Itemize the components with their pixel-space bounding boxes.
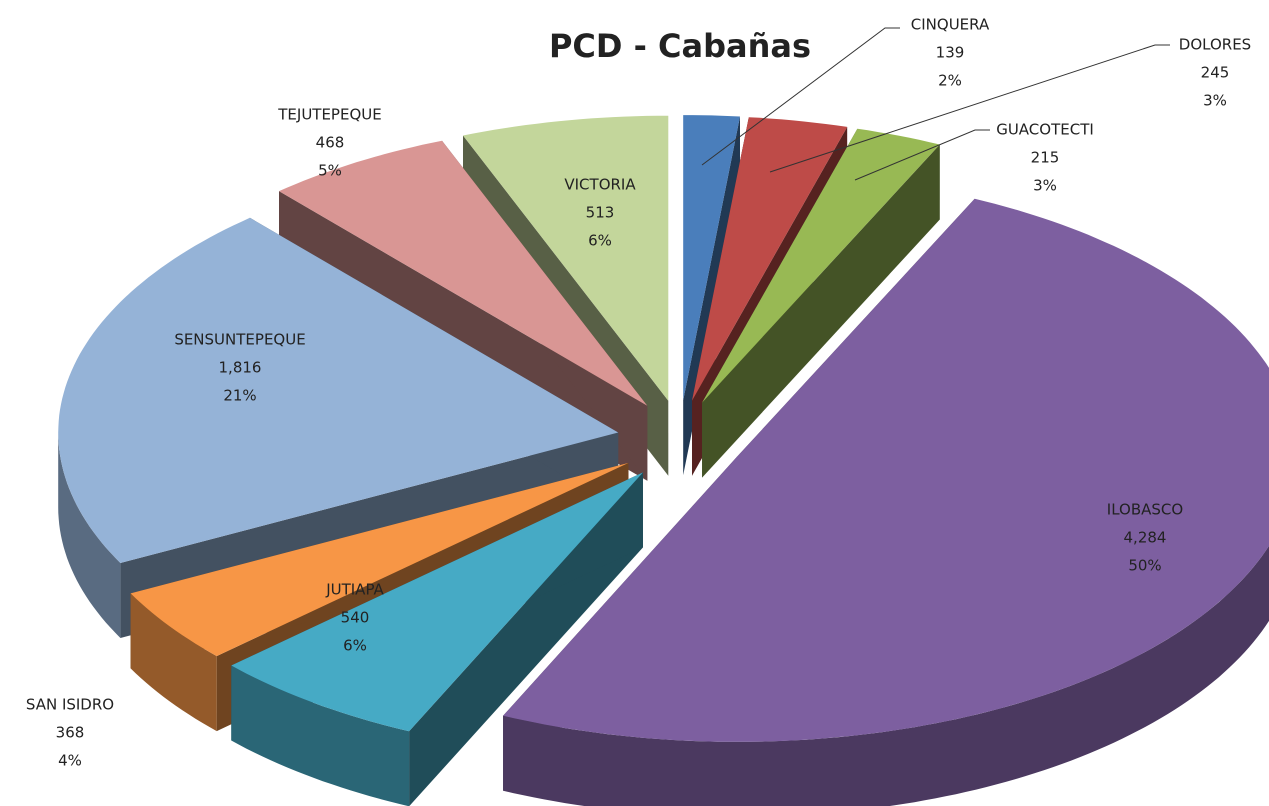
slice-side — [130, 593, 217, 732]
slice-side — [58, 432, 121, 638]
slice — [130, 462, 629, 657]
data-label-name: GUACOTECTI — [996, 121, 1094, 139]
data-label-percent: 5% — [318, 162, 342, 180]
data-label-name: TEJUTEPEQUE — [277, 106, 381, 124]
data-label-percent: 2% — [938, 72, 962, 90]
data-label-name: JUTIAPA — [325, 581, 384, 599]
data-label-name: ILOBASCO — [1107, 501, 1183, 519]
chart-title: PCD - Cabañas — [549, 27, 811, 65]
leader-line — [701, 27, 900, 166]
data-label-name: SENSUNTEPEQUE — [174, 331, 305, 349]
slice-edge — [702, 144, 940, 478]
slice-side — [231, 665, 410, 806]
data-label-value: 215 — [1031, 149, 1060, 167]
data-label-name: CINQUERA — [911, 16, 990, 34]
slice — [503, 198, 1269, 742]
slice — [702, 128, 940, 403]
slice — [463, 115, 669, 401]
data-label-percent: 4% — [58, 752, 82, 770]
data-label-percent: 50% — [1128, 557, 1161, 575]
data-label-name: VICTORIA — [564, 176, 636, 194]
data-label-value: 139 — [936, 44, 965, 62]
data-label-name: SAN ISIDRO — [26, 696, 114, 714]
slice — [279, 140, 648, 406]
data-label-value: 513 — [586, 204, 615, 222]
data-label-value: 245 — [1201, 64, 1230, 82]
data-label-percent: 3% — [1203, 92, 1227, 110]
data-label-percent: 6% — [343, 637, 367, 655]
data-label-percent: 21% — [223, 387, 256, 405]
slice — [58, 217, 619, 564]
data-label-value: 540 — [341, 609, 370, 627]
data-label-percent: 6% — [588, 232, 612, 250]
slice — [692, 117, 848, 401]
leader-line — [769, 44, 1170, 173]
data-label-value: 1,816 — [219, 359, 262, 377]
data-label-value: 468 — [316, 134, 345, 152]
data-label-name: DOLORES — [1179, 36, 1251, 54]
leader-line — [854, 129, 990, 181]
slice — [231, 472, 644, 732]
slice — [683, 115, 740, 401]
slice-side — [503, 545, 1269, 806]
data-label-percent: 3% — [1033, 177, 1057, 195]
data-label-value: 4,284 — [1124, 529, 1167, 547]
data-label-value: 368 — [56, 724, 85, 742]
